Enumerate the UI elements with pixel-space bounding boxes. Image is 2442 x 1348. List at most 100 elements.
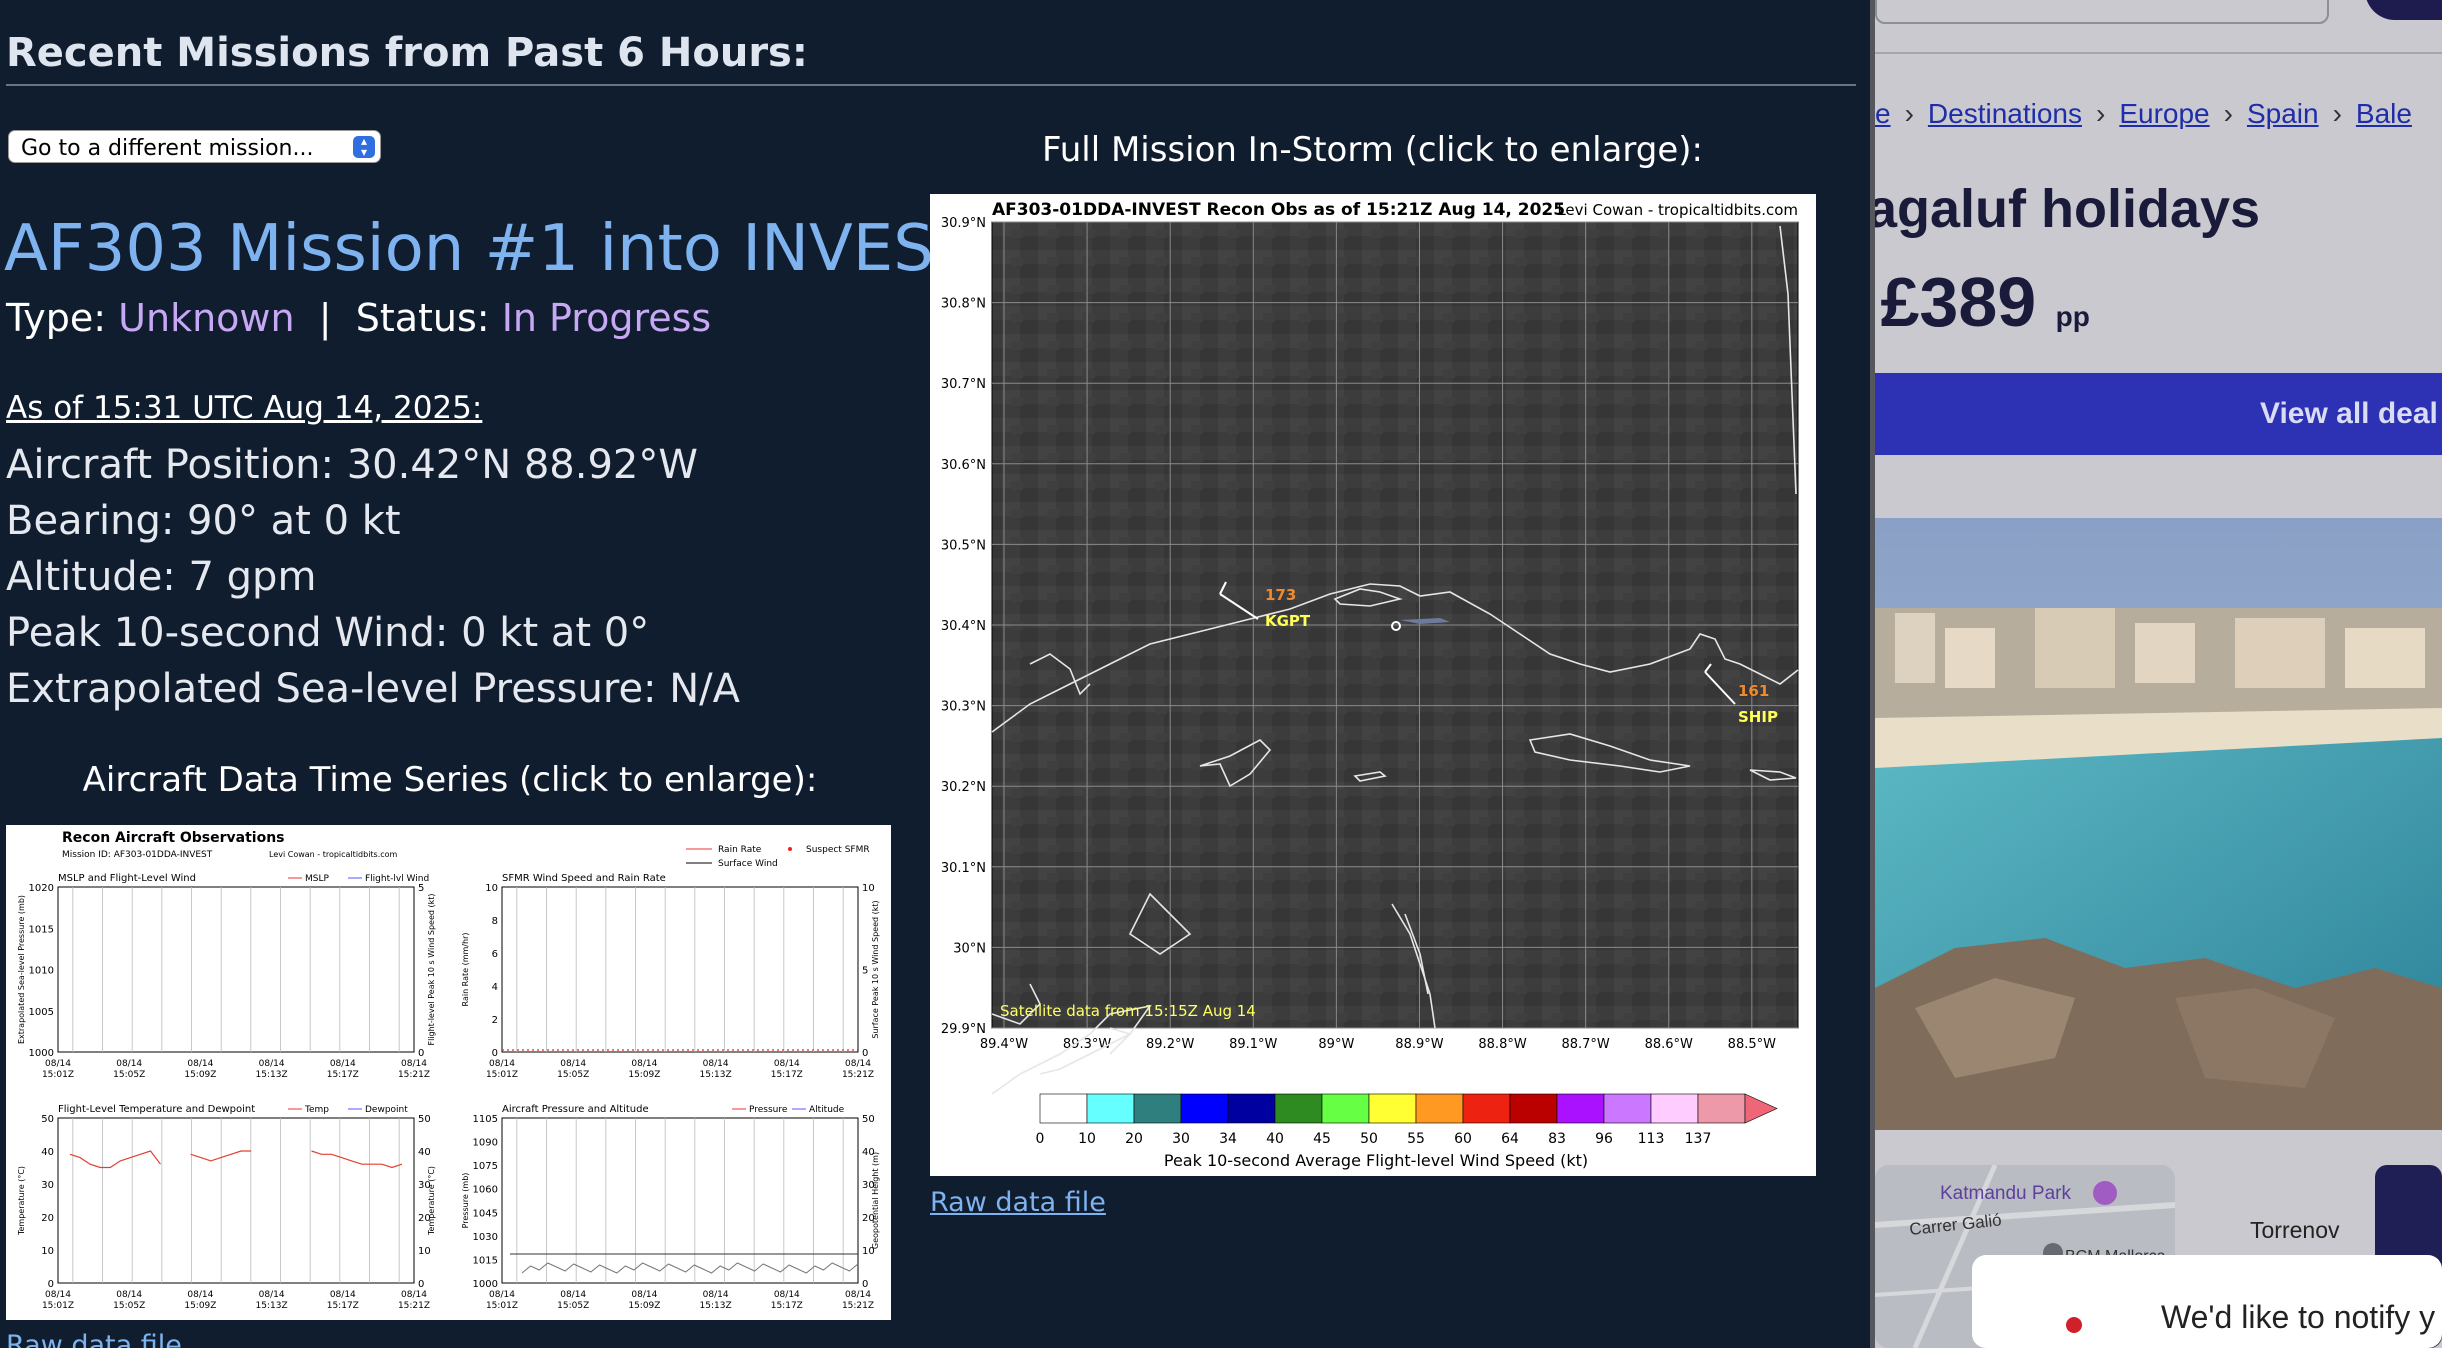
timeseries-chart: Recon Aircraft Observations Mission ID: … <box>17 830 880 1311</box>
ts-ytick: 1105 <box>473 1114 498 1125</box>
ts-ytick: 6 <box>492 949 498 960</box>
ts-legend-label: Pressure <box>749 1105 788 1115</box>
breadcrumb-destinations[interactable]: Destinations <box>1927 98 2082 129</box>
ts-ytick: 1015 <box>29 924 54 935</box>
wind-barb-ship <box>1704 663 1736 705</box>
chevron-right-icon: › <box>2223 98 2233 129</box>
ts-xtick-time: 15:09Z <box>184 1301 216 1311</box>
lat-tick-label: 30.1°N <box>941 861 986 876</box>
ts-xtick-date: 08/14 <box>489 1290 515 1300</box>
colorbar-swatch <box>1086 1093 1135 1124</box>
lat-tick-label: 30.4°N <box>941 619 986 634</box>
ts-ylabel: Extrapolated Sea-level Pressure (mb) <box>17 895 26 1044</box>
ts-y2tick: 0 <box>862 1279 868 1290</box>
lat-tick-label: 30.8°N <box>941 297 986 312</box>
section-title: Recent Missions from Past 6 Hours: <box>6 30 808 76</box>
breadcrumb-baleares[interactable]: Bale <box>2355 98 2412 129</box>
mission-select[interactable]: Go to a different mission... ▴ ▾ <box>8 130 381 163</box>
breadcrumb-europe[interactable]: Europe <box>2119 98 2210 129</box>
ts-y2label: Flight-level Peak 10 s Wind Speed (kt) <box>427 893 436 1045</box>
mission-map-figure[interactable]: AF303-01DDA-INVEST Recon Obs as of 15:21… <box>930 194 1816 1176</box>
ts-ylabel: Temperature (°C) <box>17 1166 26 1236</box>
ts-legend-label: Temp <box>304 1105 329 1115</box>
aircraft-position: Aircraft Position: 30.42°N 88.92°W <box>6 442 698 488</box>
ts-ytick: 4 <box>492 982 498 993</box>
ts-panel-frame <box>57 886 415 1053</box>
ts-xtick-time: 15:21Z <box>842 1301 874 1311</box>
mission-map: AF303-01DDA-INVEST Recon Obs as of 15:21… <box>941 200 1799 1170</box>
ts-y2tick: 0 <box>862 1048 868 1059</box>
ts-legend-label: MSLP <box>305 874 329 884</box>
ts-xtick-date: 08/14 <box>401 1059 427 1069</box>
ts-ytick: 1000 <box>29 1048 54 1059</box>
ts-panel-title: Aircraft Pressure and Altitude <box>502 1104 649 1115</box>
colorbar-tick: 10 <box>1078 1131 1096 1147</box>
colorbar-swatch <box>1650 1093 1699 1124</box>
ts-xtick-date: 08/14 <box>401 1290 427 1300</box>
ts-xtick-time: 15:05Z <box>557 1301 589 1311</box>
ts-xtick-date: 08/14 <box>330 1059 356 1069</box>
timeseries-figure[interactable]: Recon Aircraft Observations Mission ID: … <box>6 825 891 1320</box>
lon-tick-label: 88.9°W <box>1395 1037 1443 1052</box>
ts-xtick-date: 08/14 <box>116 1059 142 1069</box>
lat-tick-label: 30.7°N <box>941 377 986 392</box>
ts-y2tick: 5 <box>862 966 868 977</box>
colorbar-tick: 55 <box>1407 1131 1425 1147</box>
raw-data-link-map[interactable]: Raw data file <box>930 1187 1106 1218</box>
search-box[interactable] <box>1875 0 2329 24</box>
view-all-deals-button[interactable]: View all deal <box>1875 373 2442 455</box>
lon-tick-label: 88.6°W <box>1645 1037 1693 1052</box>
colorbar-tick: 60 <box>1454 1131 1472 1147</box>
ts-ytick: 40 <box>41 1147 54 1158</box>
chevron-right-icon: › <box>2096 98 2106 129</box>
ts-xtick-date: 08/14 <box>560 1290 586 1300</box>
ts-ylabel: Pressure (mb) <box>461 1173 470 1229</box>
lat-tick-label: 30.2°N <box>941 780 986 795</box>
colorbar-swatch <box>1227 1093 1276 1124</box>
colorbar-swatch <box>1321 1093 1370 1124</box>
breadcrumb-spain[interactable]: Spain <box>2246 98 2319 129</box>
ts-mission-id: Mission ID: AF303-01DDA-INVEST <box>62 850 213 860</box>
colorbar-swatch <box>1462 1093 1511 1124</box>
lat-tick-label: 30.5°N <box>941 538 986 553</box>
lon-tick-label: 89.3°W <box>1063 1037 1111 1052</box>
ts-xtick-date: 08/14 <box>330 1290 356 1300</box>
colorbar-swatch <box>1556 1093 1605 1124</box>
ts-xtick-time: 15:17Z <box>771 1070 803 1080</box>
ts-ytick: 1045 <box>473 1208 498 1219</box>
colorbar-swatch <box>1039 1093 1088 1124</box>
ts-xtick-date: 08/14 <box>259 1290 285 1300</box>
sea-level-pressure: Extrapolated Sea-level Pressure: N/A <box>6 666 741 712</box>
search-button[interactable] <box>2365 0 2442 20</box>
ts-xtick-time: 15:01Z <box>486 1070 518 1080</box>
ts-xtick-time: 15:13Z <box>700 1301 732 1311</box>
coastlines <box>991 225 1799 1095</box>
lat-tick-label: 30.9°N <box>941 216 986 231</box>
ts-altitude-line <box>521 1262 859 1274</box>
notification-text: We'd like to notify y <box>2161 1299 2436 1335</box>
ts-xtick-date: 08/14 <box>116 1290 142 1300</box>
ts-ytick: 30 <box>41 1180 54 1191</box>
lat-tick-label: 30.6°N <box>941 458 986 473</box>
station-ship-value: 161 <box>1738 682 1769 700</box>
notification-prompt[interactable]: We'd like to notify y <box>1972 1255 2442 1348</box>
raw-data-link-timeseries[interactable]: Raw data file <box>6 1330 182 1348</box>
ts-ytick: 1030 <box>473 1232 498 1243</box>
ts-xtick-time: 15:21Z <box>398 1301 430 1311</box>
aircraft-position-marker <box>1391 621 1401 631</box>
ts-ytick: 1020 <box>29 883 54 894</box>
lon-tick-label: 89°W <box>1318 1037 1354 1052</box>
ts-y2tick: 0 <box>418 1048 424 1059</box>
wind-barb-kgpt <box>1219 581 1259 620</box>
breadcrumb-home[interactable]: e <box>1875 98 1891 129</box>
map-label-park: Katmandu Park <box>1940 1183 2071 1204</box>
ts-legend-surface: Surface Wind <box>718 859 778 869</box>
ts-xtick-time: 15:21Z <box>398 1070 430 1080</box>
destination-photo <box>1875 518 2442 1130</box>
lon-tick-label: 88.5°W <box>1728 1037 1776 1052</box>
select-arrows-icon: ▴ ▾ <box>353 135 375 158</box>
ts-xtick-time: 15:17Z <box>771 1301 803 1311</box>
colorbar-tick: 30 <box>1172 1131 1190 1147</box>
colorbar-tick: 83 <box>1548 1131 1566 1147</box>
ts-xtick-time: 15:05Z <box>557 1070 589 1080</box>
